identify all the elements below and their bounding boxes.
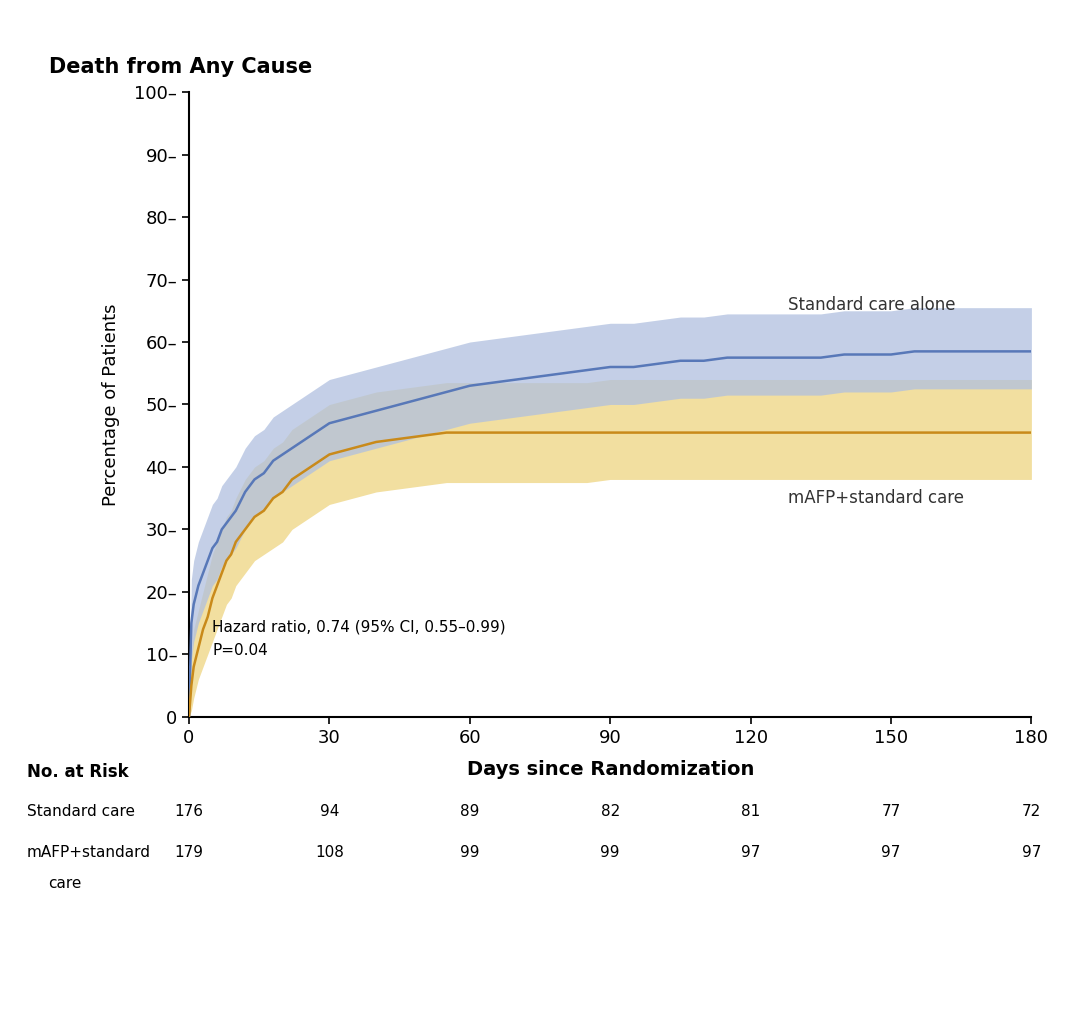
Text: mAFP+standard care: mAFP+standard care: [788, 489, 964, 507]
Text: 99: 99: [460, 845, 480, 860]
Text: 81: 81: [741, 804, 760, 819]
Text: 108: 108: [315, 845, 343, 860]
Text: 97: 97: [741, 845, 760, 860]
Text: Standard care alone: Standard care alone: [788, 296, 956, 313]
Text: 179: 179: [175, 845, 203, 860]
Text: 176: 176: [175, 804, 203, 819]
Y-axis label: Percentage of Patients: Percentage of Patients: [103, 303, 121, 506]
Text: 82: 82: [600, 804, 620, 819]
Text: No. at Risk: No. at Risk: [27, 763, 129, 781]
Text: care: care: [49, 876, 82, 891]
Text: 97: 97: [881, 845, 901, 860]
Text: 94: 94: [320, 804, 339, 819]
Text: Death from Any Cause: Death from Any Cause: [49, 56, 312, 77]
Text: Hazard ratio, 0.74 (95% CI, 0.55–0.99)
P=0.04: Hazard ratio, 0.74 (95% CI, 0.55–0.99) P…: [213, 620, 507, 658]
X-axis label: Days since Randomization: Days since Randomization: [467, 761, 754, 779]
Text: mAFP+standard: mAFP+standard: [27, 845, 151, 860]
Text: 72: 72: [1022, 804, 1041, 819]
Text: 99: 99: [600, 845, 620, 860]
Text: Standard care: Standard care: [27, 804, 135, 819]
Text: 97: 97: [1022, 845, 1041, 860]
Text: 77: 77: [881, 804, 901, 819]
Text: 89: 89: [460, 804, 480, 819]
